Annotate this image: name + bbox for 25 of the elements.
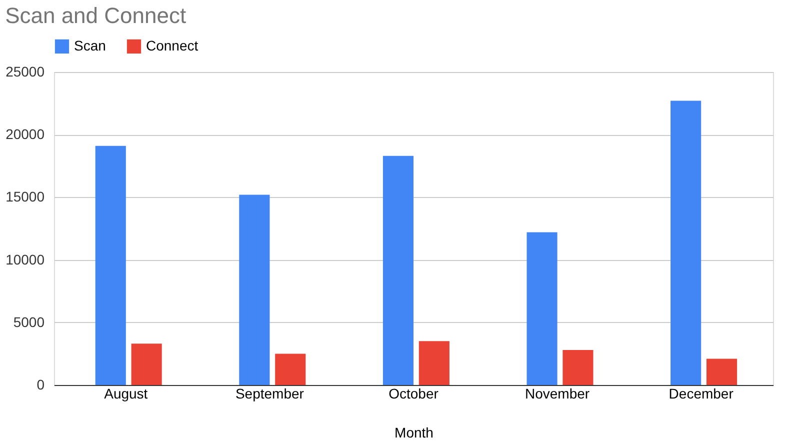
y-tick-label: 25000 <box>6 64 45 80</box>
bar <box>95 146 126 385</box>
x-tick-label: September <box>235 386 304 402</box>
legend-label: Connect <box>146 37 198 54</box>
bar <box>418 341 450 385</box>
x-tick-label: December <box>668 386 734 402</box>
legend-label: Scan <box>74 37 106 54</box>
x-tick-label: August <box>104 386 148 402</box>
chart-title: Scan and Connect <box>5 3 186 28</box>
bar <box>275 354 306 385</box>
y-tick-label: 10000 <box>6 251 45 268</box>
x-axis-title: Month <box>394 424 434 440</box>
x-tick-label: November <box>525 386 590 402</box>
y-tick-label: 15000 <box>6 188 45 205</box>
y-tick-label: 0 <box>36 376 45 392</box>
bar <box>562 350 594 385</box>
y-tick-label: 5000 <box>13 314 45 330</box>
bar <box>239 194 270 385</box>
bar <box>526 232 558 385</box>
bar <box>382 156 414 385</box>
y-tick-label: 20000 <box>6 126 45 142</box>
bar <box>131 344 162 385</box>
x-tick-label: October <box>388 386 439 402</box>
bar <box>706 358 738 385</box>
bar <box>670 100 702 385</box>
